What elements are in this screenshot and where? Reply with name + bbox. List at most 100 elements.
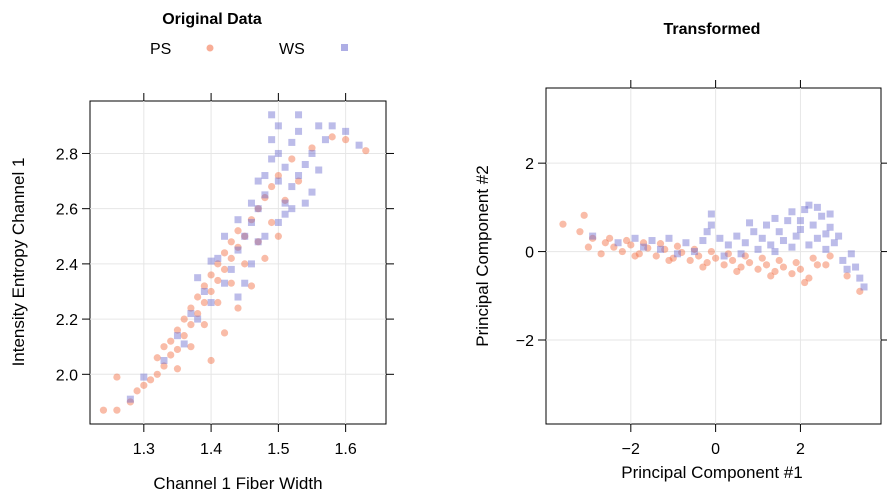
left-point-ps-49 xyxy=(241,260,249,268)
left-point-ps-5 xyxy=(140,381,148,389)
left-point-ws-4 xyxy=(194,315,202,323)
right-point-ws-2 xyxy=(631,234,639,242)
right-point-ps-36 xyxy=(707,247,715,256)
right-point-ps-32 xyxy=(639,239,648,247)
left-xtick-label-1: 1.4 xyxy=(200,441,222,458)
left-ytick-label-2: 2.4 xyxy=(56,257,78,274)
right-chart: Transformed −2 0 2 −2 0 2 Principal Component… xyxy=(473,21,887,482)
left-point-ps-47 xyxy=(214,298,222,307)
left-point-ws-38 xyxy=(254,177,262,185)
left-ytick-label-1: 2.2 xyxy=(56,312,78,329)
left-point-ws-40 xyxy=(221,232,229,240)
right-chart-title: Transformed xyxy=(664,21,761,38)
right-point-ws-32 xyxy=(835,232,843,240)
left-point-ps-0 xyxy=(99,406,108,414)
right-point-ws-8 xyxy=(707,221,715,229)
right-point-ws-27 xyxy=(813,234,821,242)
left-point-ws-6 xyxy=(221,279,229,287)
right-point-ps-31 xyxy=(622,236,631,245)
right-point-ps-25 xyxy=(779,263,788,271)
right-point-ps-3 xyxy=(589,234,597,242)
legend-marker-ws xyxy=(341,44,348,51)
left-point-ps-9 xyxy=(160,362,168,370)
left-point-ps-21 xyxy=(200,298,208,307)
left-point-ws-23 xyxy=(295,172,303,180)
right-point-ws-42 xyxy=(771,248,779,256)
left-point-ps-20 xyxy=(194,293,202,301)
right-point-ps-12 xyxy=(669,254,677,262)
right-point-ws-17 xyxy=(767,241,775,249)
right-point-ps-2 xyxy=(576,228,584,236)
right-point-ps-46 xyxy=(584,243,593,251)
left-point-ws-8 xyxy=(234,246,242,254)
left-point-ws-29 xyxy=(321,136,329,144)
left-point-ps-22 xyxy=(200,282,208,290)
left-point-ws-14 xyxy=(268,155,276,163)
right-point-ws-6 xyxy=(699,237,707,245)
right-point-ps-17 xyxy=(712,254,720,262)
left-point-ws-12 xyxy=(261,191,269,199)
right-point-ps-15 xyxy=(695,252,703,260)
right-point-ps-14 xyxy=(686,256,694,265)
right-point-ws-45 xyxy=(822,245,830,253)
right-point-ps-9 xyxy=(644,244,652,252)
left-point-ws-50 xyxy=(315,122,323,130)
right-grid xyxy=(546,88,881,424)
right-point-ps-18 xyxy=(720,261,728,269)
left-point-ws-30 xyxy=(328,122,336,130)
left-xtick-label-2: 1.5 xyxy=(267,441,289,458)
left-point-ps-38 xyxy=(274,171,282,180)
left-point-ps-6 xyxy=(146,376,155,384)
right-point-ws-38 xyxy=(860,283,868,291)
left-point-ws-18 xyxy=(274,122,282,130)
left-point-ps-44 xyxy=(173,365,182,373)
right-point-ws-20 xyxy=(784,217,792,225)
left-point-ps-8 xyxy=(153,354,161,362)
right-point-ws-49 xyxy=(640,243,648,251)
right-point-ps-42 xyxy=(809,254,817,262)
right-point-ws-3 xyxy=(648,237,656,245)
right-point-ws-47 xyxy=(673,250,681,258)
left-point-ws-31 xyxy=(342,127,350,135)
left-point-ws-17 xyxy=(274,149,282,157)
right-point-ps-11 xyxy=(661,245,669,253)
left-point-ps-57 xyxy=(247,282,256,290)
left-point-ws-13 xyxy=(261,172,269,180)
left-point-ps-29 xyxy=(227,254,235,262)
left-point-ps-53 xyxy=(294,177,303,185)
left-point-ws-20 xyxy=(281,163,289,171)
left-point-ws-33 xyxy=(254,238,262,246)
left-point-ws-42 xyxy=(200,287,208,295)
right-point-ws-54 xyxy=(826,210,834,218)
right-point-ps-43 xyxy=(826,252,834,260)
right-point-ws-40 xyxy=(737,250,745,258)
right-point-ps-49 xyxy=(665,256,673,265)
right-point-ws-13 xyxy=(741,239,749,247)
left-point-ps-58 xyxy=(261,254,269,262)
left-point-ws-10 xyxy=(247,218,255,226)
left-point-ws-49 xyxy=(295,111,303,119)
left-point-ps-24 xyxy=(207,271,215,279)
left-xtick-label-3: 1.6 xyxy=(335,441,357,458)
right-ticks: −2 0 2 −2 0 2 xyxy=(516,80,887,458)
right-point-ps-35 xyxy=(690,245,699,253)
right-point-ws-24 xyxy=(801,206,809,214)
right-point-ws-37 xyxy=(856,274,864,282)
left-point-ps-41 xyxy=(328,133,336,141)
right-point-ps-16 xyxy=(703,259,711,267)
right-ytick-label-2: 2 xyxy=(525,156,534,173)
left-point-ps-30 xyxy=(227,238,235,246)
right-point-ws-28 xyxy=(818,212,826,220)
left-point-ws-32 xyxy=(355,141,363,149)
right-point-ps-40 xyxy=(775,256,783,265)
right-points xyxy=(559,201,868,295)
right-point-ps-44 xyxy=(843,272,851,280)
right-point-ws-16 xyxy=(763,221,771,229)
right-point-ps-33 xyxy=(656,240,665,248)
right-point-ps-34 xyxy=(673,242,682,250)
left-point-ws-22 xyxy=(288,138,296,146)
left-point-ps-18 xyxy=(187,304,195,312)
left-point-ps-32 xyxy=(234,227,242,235)
right-point-ws-4 xyxy=(665,234,673,242)
